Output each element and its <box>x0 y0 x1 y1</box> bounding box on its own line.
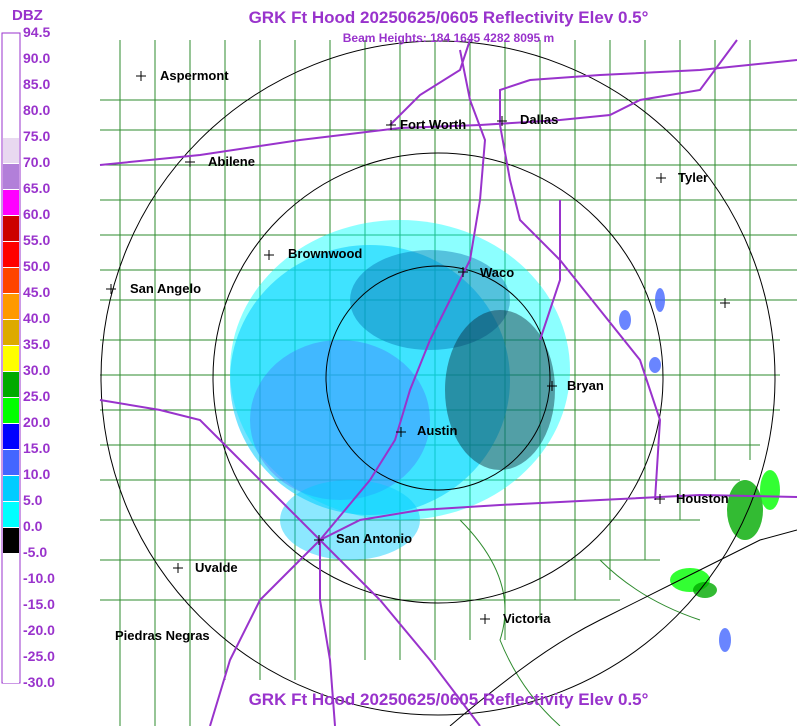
city-markers <box>106 71 730 624</box>
city-label-brownwood: Brownwood <box>288 246 363 261</box>
city-label-austin: Austin <box>417 423 458 438</box>
legend-level-label: 25.0 <box>23 388 51 404</box>
legend-level-label: 55.0 <box>23 232 51 248</box>
legend-swatch <box>3 346 19 371</box>
legend-unit: DBZ <box>12 7 43 24</box>
legend-swatch <box>3 112 19 137</box>
legend-level-label: 85.0 <box>23 76 51 92</box>
city-label-waco: Waco <box>480 265 515 280</box>
legend-swatch <box>3 294 19 319</box>
city-label-aspermont: Aspermont <box>160 68 229 83</box>
legend-level-label: 75.0 <box>23 128 51 144</box>
radar-title: GRK Ft Hood 20250625/0605 Reflectivity E… <box>248 8 649 27</box>
legend-level-label: -5.0 <box>23 544 48 560</box>
reflectivity-echoes <box>230 220 780 652</box>
legend-swatch <box>3 86 19 111</box>
legend-swatch <box>3 216 19 241</box>
legend-level-label: 45.0 <box>23 284 51 300</box>
legend-swatch <box>3 528 19 553</box>
city-label-dallas: Dallas <box>520 112 559 127</box>
legend-level-label: 5.0 <box>23 492 43 508</box>
legend-level-label: 70.0 <box>23 154 51 170</box>
city-label-piedras-negras: Piedras Negras <box>115 628 210 643</box>
highways <box>99 39 797 726</box>
legend-swatch <box>3 450 19 475</box>
legend-level-label: 0.0 <box>23 518 43 534</box>
legend-level-label: 10.0 <box>23 466 51 482</box>
city-label-houston: Houston <box>676 491 729 506</box>
legend-swatch <box>3 242 19 267</box>
city-label-san-angelo: San Angelo <box>130 281 202 296</box>
city-label-tyler: Tyler <box>678 170 709 185</box>
beam-heights: Beam Heights: 184 1645 4282 8095 m <box>342 31 555 45</box>
city-label-uvalde: Uvalde <box>195 560 238 575</box>
radar-footer-title: GRK Ft Hood 20250625/0605 Reflectivity E… <box>248 690 649 709</box>
city-label-victoria: Victoria <box>503 611 551 626</box>
legend-level-label: 40.0 <box>23 310 51 326</box>
legend-swatch <box>3 320 19 345</box>
legend-level-label: 35.0 <box>23 336 51 352</box>
dbz-legend: DBZ 94.5 90.0 85.0 80.0 75.0 70.0 65.0 60.0 55.0… <box>0 0 62 726</box>
legend-colorbar <box>1 32 21 684</box>
legend-level-label: -25.0 <box>23 648 55 664</box>
legend-swatch <box>3 268 19 293</box>
legend-swatch <box>3 164 19 189</box>
range-rings <box>100 40 776 716</box>
legend-swatch <box>3 476 19 501</box>
legend-swatch <box>3 632 19 657</box>
legend-level-label: 30.0 <box>23 362 51 378</box>
legend-level-label: 90.0 <box>23 50 51 66</box>
legend-swatch <box>3 658 19 683</box>
legend-swatch <box>3 424 19 449</box>
legend-swatch <box>3 372 19 397</box>
legend-level-label: 60.0 <box>23 206 51 222</box>
legend-swatch <box>3 502 19 527</box>
legend-level-label: -30.0 <box>23 674 55 690</box>
legend-level-label: 65.0 <box>23 180 51 196</box>
legend-swatch <box>3 580 19 605</box>
city-label-fort-worth: Fort Worth <box>400 117 467 132</box>
legend-swatch <box>3 554 19 579</box>
legend-swatch <box>3 398 19 423</box>
legend-swatch <box>3 138 19 163</box>
legend-level-label: 50.0 <box>23 258 51 274</box>
legend-level-label: -10.0 <box>23 570 55 586</box>
legend-level-label: -15.0 <box>23 596 55 612</box>
city-label-abilene: Abilene <box>208 154 255 169</box>
legend-swatch <box>3 34 19 59</box>
legend-swatch <box>3 60 19 85</box>
legend-swatch <box>3 190 19 215</box>
legend-level-label: 80.0 <box>23 102 51 118</box>
city-label-san-antonio: San Antonio <box>336 531 413 546</box>
legend-swatch <box>3 606 19 631</box>
coastline <box>449 529 797 726</box>
legend-level-label: -20.0 <box>23 622 55 638</box>
legend-level-label: 94.5 <box>23 24 51 40</box>
city-label-bryan: Bryan <box>567 378 604 393</box>
legend-level-label: 20.0 <box>23 414 51 430</box>
legend-level-label: 15.0 <box>23 440 51 456</box>
